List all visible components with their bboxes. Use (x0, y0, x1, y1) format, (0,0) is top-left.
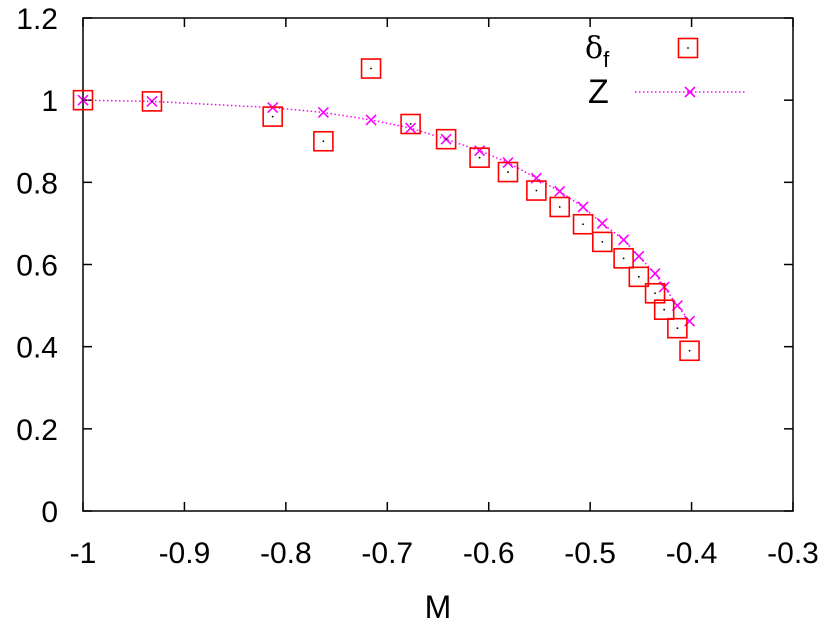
square-outline (653, 299, 675, 320)
series-delta-f-point (613, 248, 634, 269)
square-center-dot (151, 100, 153, 103)
square-center-dot (687, 47, 689, 49)
series-delta-f-point (262, 106, 283, 127)
series-z-point (365, 114, 377, 126)
square-center-dot (637, 275, 640, 278)
plot-border (82, 17, 794, 512)
square-center-dot (322, 140, 325, 143)
square-outline (497, 161, 519, 183)
series-z-point (633, 250, 645, 262)
y-tick-label: 0.4 (16, 332, 58, 365)
square-center-dot (445, 138, 448, 141)
series-z (77, 94, 696, 327)
series-delta-f-point (628, 266, 650, 288)
series-delta-f-point (313, 130, 334, 152)
series-delta-f (72, 58, 700, 362)
x-tick-label: -0.4 (666, 537, 718, 570)
square-center-dot (82, 99, 84, 102)
square-outline (400, 113, 421, 135)
series-z-point (618, 234, 630, 246)
series-z-point (649, 267, 661, 280)
square-center-dot (271, 115, 274, 118)
legend-label-delta-main: δ (585, 31, 603, 66)
square-outline (435, 128, 457, 150)
square-outline (592, 231, 613, 253)
square-outline (549, 196, 571, 218)
square-outline (360, 58, 382, 79)
square-outline (677, 37, 699, 59)
square-outline (667, 317, 688, 339)
square-center-dot (507, 171, 509, 173)
legend-sample-delta-f (677, 37, 699, 59)
square-center-dot (676, 327, 679, 330)
square-outline (469, 147, 490, 168)
y-tick-label: 1 (41, 85, 58, 118)
square-center-dot (601, 241, 604, 243)
series-delta-f-point (469, 147, 490, 168)
square-outline (613, 248, 634, 269)
legend-label-z: Z (588, 73, 609, 111)
legend: δf Z (585, 31, 745, 111)
series-z-point (683, 315, 696, 327)
y-tick-label: 0 (41, 496, 58, 529)
legend-sample-z-marker (684, 86, 696, 98)
series-delta-f-point (400, 113, 421, 135)
series-delta-f-point (572, 213, 594, 235)
series-z-point (577, 201, 589, 213)
square-outline (313, 130, 334, 152)
square-center-dot (370, 67, 372, 70)
plot-frame (82, 17, 794, 512)
square-center-dot (409, 123, 412, 125)
series-delta-f-point (667, 317, 688, 339)
y-tick-label: 0.6 (16, 250, 58, 283)
square-center-dot (688, 349, 691, 352)
square-outline (262, 106, 283, 127)
x-axis-ticks: -1 -0.9 -0.8 -0.7 -0.6 -0.5 -0.4 -0.3 (70, 18, 819, 570)
series-delta-f-point (679, 340, 700, 362)
x-tick-label: -0.5 (564, 537, 616, 570)
series-delta-f-point (141, 91, 163, 112)
series-z-point (596, 217, 608, 229)
series-z-line (82, 99, 691, 322)
series-delta-f-point (653, 299, 675, 320)
square-center-dot (558, 206, 561, 208)
series-z-point (405, 122, 417, 134)
square-outline (679, 340, 700, 362)
square-center-dot (478, 156, 481, 159)
square-center-dot (535, 189, 538, 192)
x-axis-label: M (425, 589, 452, 625)
square-outline (572, 213, 594, 235)
y-tick-label: 1.2 (16, 3, 58, 36)
square-outline (72, 89, 94, 111)
x-tick-label: -0.7 (361, 537, 413, 570)
series-delta-f-point (526, 180, 547, 201)
y-tick-label: 0.8 (16, 167, 58, 200)
y-axis-ticks: 0 0.2 0.4 0.6 0.8 1 1.2 (16, 3, 793, 529)
square-center-dot (663, 308, 666, 311)
series-delta-f-point (72, 89, 94, 111)
y-tick-label: 0.2 (16, 414, 58, 447)
series-delta-f-point (592, 231, 613, 253)
square-outline (628, 266, 650, 288)
legend-label-delta-sub: f (603, 47, 610, 72)
series-delta-f-point (360, 58, 382, 79)
series-delta-f-point (497, 161, 519, 183)
legend-label-delta-f: δf (585, 31, 610, 72)
square-center-dot (622, 257, 625, 260)
square-outline (141, 91, 163, 112)
square-center-dot (582, 223, 584, 226)
series-z-point (317, 106, 329, 119)
series-z-point (474, 145, 486, 157)
series-delta-f-point (549, 196, 571, 218)
x-tick-label: -0.6 (463, 537, 515, 570)
square-center-dot (654, 292, 656, 295)
series-z-point (554, 185, 566, 197)
x-tick-label: -0.9 (159, 537, 211, 570)
square-outline (526, 180, 547, 201)
x-tick-label: -0.8 (260, 537, 312, 570)
x-tick-label: -1 (70, 537, 97, 570)
series-delta-f-point (435, 128, 457, 150)
x-tick-label: -0.3 (767, 537, 819, 570)
